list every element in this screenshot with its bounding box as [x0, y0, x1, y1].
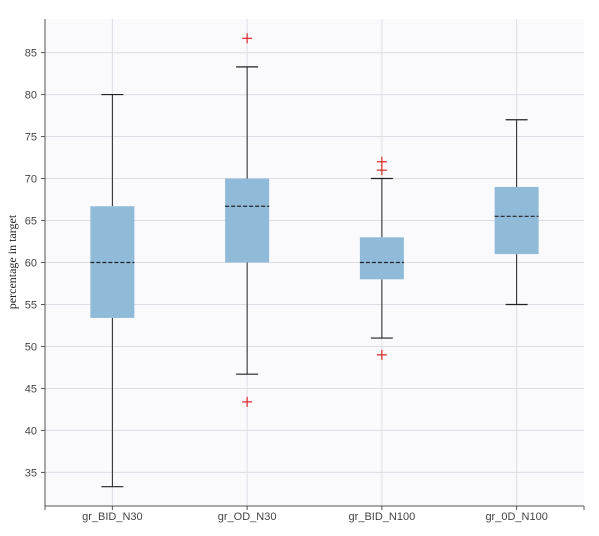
iqr-box [225, 178, 270, 263]
iqr-box [359, 237, 404, 280]
y-tick-label: 35 [25, 467, 37, 479]
y-tick-label: 80 [25, 90, 37, 102]
box-group-gr_OD_N30 [225, 33, 270, 407]
outlier-marker [376, 156, 387, 167]
y-tick-label: 70 [25, 174, 37, 186]
y-tick-label: 85 [25, 48, 37, 60]
y-tick-label: 75 [25, 132, 37, 144]
outlier-marker [376, 349, 387, 360]
y-tick-label: 65 [25, 216, 37, 228]
box-group-gr_0D_N100 [494, 119, 539, 306]
x-tick-label: gr_OD_N30 [218, 511, 277, 523]
outlier-marker [242, 33, 253, 44]
iqr-box [494, 186, 539, 255]
x-tick-label: gr_BID_N100 [349, 511, 416, 523]
y-tick-label: 45 [25, 383, 37, 395]
y-tick-label: 60 [25, 258, 37, 270]
y-tick-label: 50 [25, 341, 37, 353]
x-tick-label: gr_BID_N30 [82, 511, 143, 523]
box-group-gr_BID_N100 [359, 156, 404, 360]
x-tick-label: gr_0D_N100 [485, 511, 547, 523]
outlier-marker [242, 396, 253, 407]
boxes-layer [90, 33, 539, 488]
outlier-marker [376, 165, 387, 176]
y-tick-label: 40 [25, 425, 37, 437]
box-group-gr_BID_N30 [90, 93, 135, 488]
y-axis-title: percentage in target [5, 214, 19, 309]
y-tick-label: 55 [25, 299, 37, 311]
axes-layer: 35 40 45 50 55 60 65 70 75 80 85 gr_BID_N30 gr_OD_N3… [25, 19, 585, 523]
